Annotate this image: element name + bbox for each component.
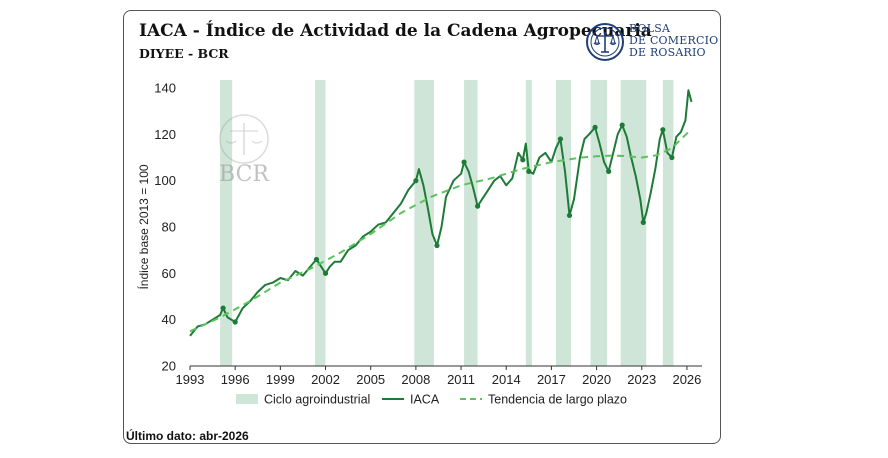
cycle-band [220, 80, 233, 366]
cycle-band [662, 80, 674, 366]
legend-item: Tendencia de largo plazo [460, 393, 627, 407]
bcr-logo: BOLSA DE COMERCIO DE ROSARIO [585, 20, 718, 68]
x-tick-label: 1999 [266, 372, 295, 387]
legend-label: Tendencia de largo plazo [488, 393, 627, 407]
trend-line [189, 131, 690, 333]
logo-text: BOLSA DE COMERCIO DE ROSARIO [629, 23, 718, 59]
y-tick-label: 100 [154, 173, 176, 188]
y-tick-label: 20 [162, 359, 176, 374]
x-tick-label: 1993 [176, 372, 205, 387]
x-tick-label: 2020 [582, 372, 611, 387]
cycle-band [525, 80, 532, 366]
cycle-point [660, 127, 666, 133]
legend-item: IACA [382, 393, 440, 407]
cycle-point [619, 122, 625, 128]
y-tick-label: 40 [162, 312, 176, 327]
cycle-point [566, 212, 573, 219]
cycle-point [232, 319, 238, 325]
chart-subtitle: DIYEE - BCR [139, 46, 229, 61]
cycle-point [461, 159, 467, 165]
y-tick-label: 120 [154, 127, 176, 142]
cycle-point [606, 168, 612, 174]
watermark-seal-icon [219, 114, 269, 164]
x-tick-label: 2026 [672, 372, 701, 387]
logo-line2: DE COMERCIO [629, 34, 719, 47]
x-tick-label: 1996 [221, 372, 250, 387]
legend-swatch-cycle [236, 394, 258, 404]
watermark-text: BCR [219, 162, 270, 187]
chart-area: BCR 20 40 60 80 100 120 140 1993 1996 1999 2002 200… [136, 80, 702, 407]
cycle-point [220, 305, 226, 311]
cycle-point [413, 178, 419, 184]
cycle-point [592, 124, 598, 130]
cycle-band [414, 80, 434, 366]
chart-title: IACA - Índice de Actividad de la Cadena … [139, 21, 652, 41]
x-tick-label: 2008 [401, 372, 430, 387]
last-data-note: Último dato: abr-2026 [126, 429, 249, 443]
chart-card: IACA - Índice de Actividad de la Cadena … [123, 10, 721, 444]
x-tick-label: 2005 [356, 372, 385, 387]
legend-label: IACA [410, 393, 440, 407]
legend-label: Ciclo agroindustrial [264, 393, 370, 407]
cycle-point [520, 157, 526, 163]
y-tick-label: 140 [154, 81, 176, 96]
legend-item: Ciclo agroindustrial [236, 393, 370, 407]
cycle-point [313, 256, 320, 263]
cycle-point [526, 168, 532, 174]
cycle-band [464, 80, 478, 366]
x-tick-label: 2017 [537, 372, 566, 387]
logo-line3: DE ROSARIO [629, 46, 706, 59]
cycle-point [434, 242, 440, 249]
cycle-point [475, 203, 481, 209]
x-tick-label: 2002 [311, 372, 340, 387]
y-tick-label: 80 [162, 220, 176, 235]
cycle-band [555, 80, 571, 366]
cycle-point [557, 136, 564, 142]
logo-line1: BOLSA [629, 22, 671, 35]
bcr-seal-icon [586, 23, 624, 61]
x-tick-label: 2023 [627, 372, 656, 387]
cycle-band [590, 80, 608, 366]
cycle-point [322, 270, 329, 276]
x-tick-label: 2011 [447, 372, 475, 387]
y-axis-label: Índice base 2013 = 100 [136, 164, 151, 289]
cycle-band [314, 80, 326, 366]
cycle-point [669, 154, 675, 161]
y-tick-label: 60 [162, 266, 176, 281]
cycle-point [640, 219, 646, 225]
watermark: BCR [219, 114, 270, 187]
x-tick-label: 2014 [492, 372, 521, 387]
